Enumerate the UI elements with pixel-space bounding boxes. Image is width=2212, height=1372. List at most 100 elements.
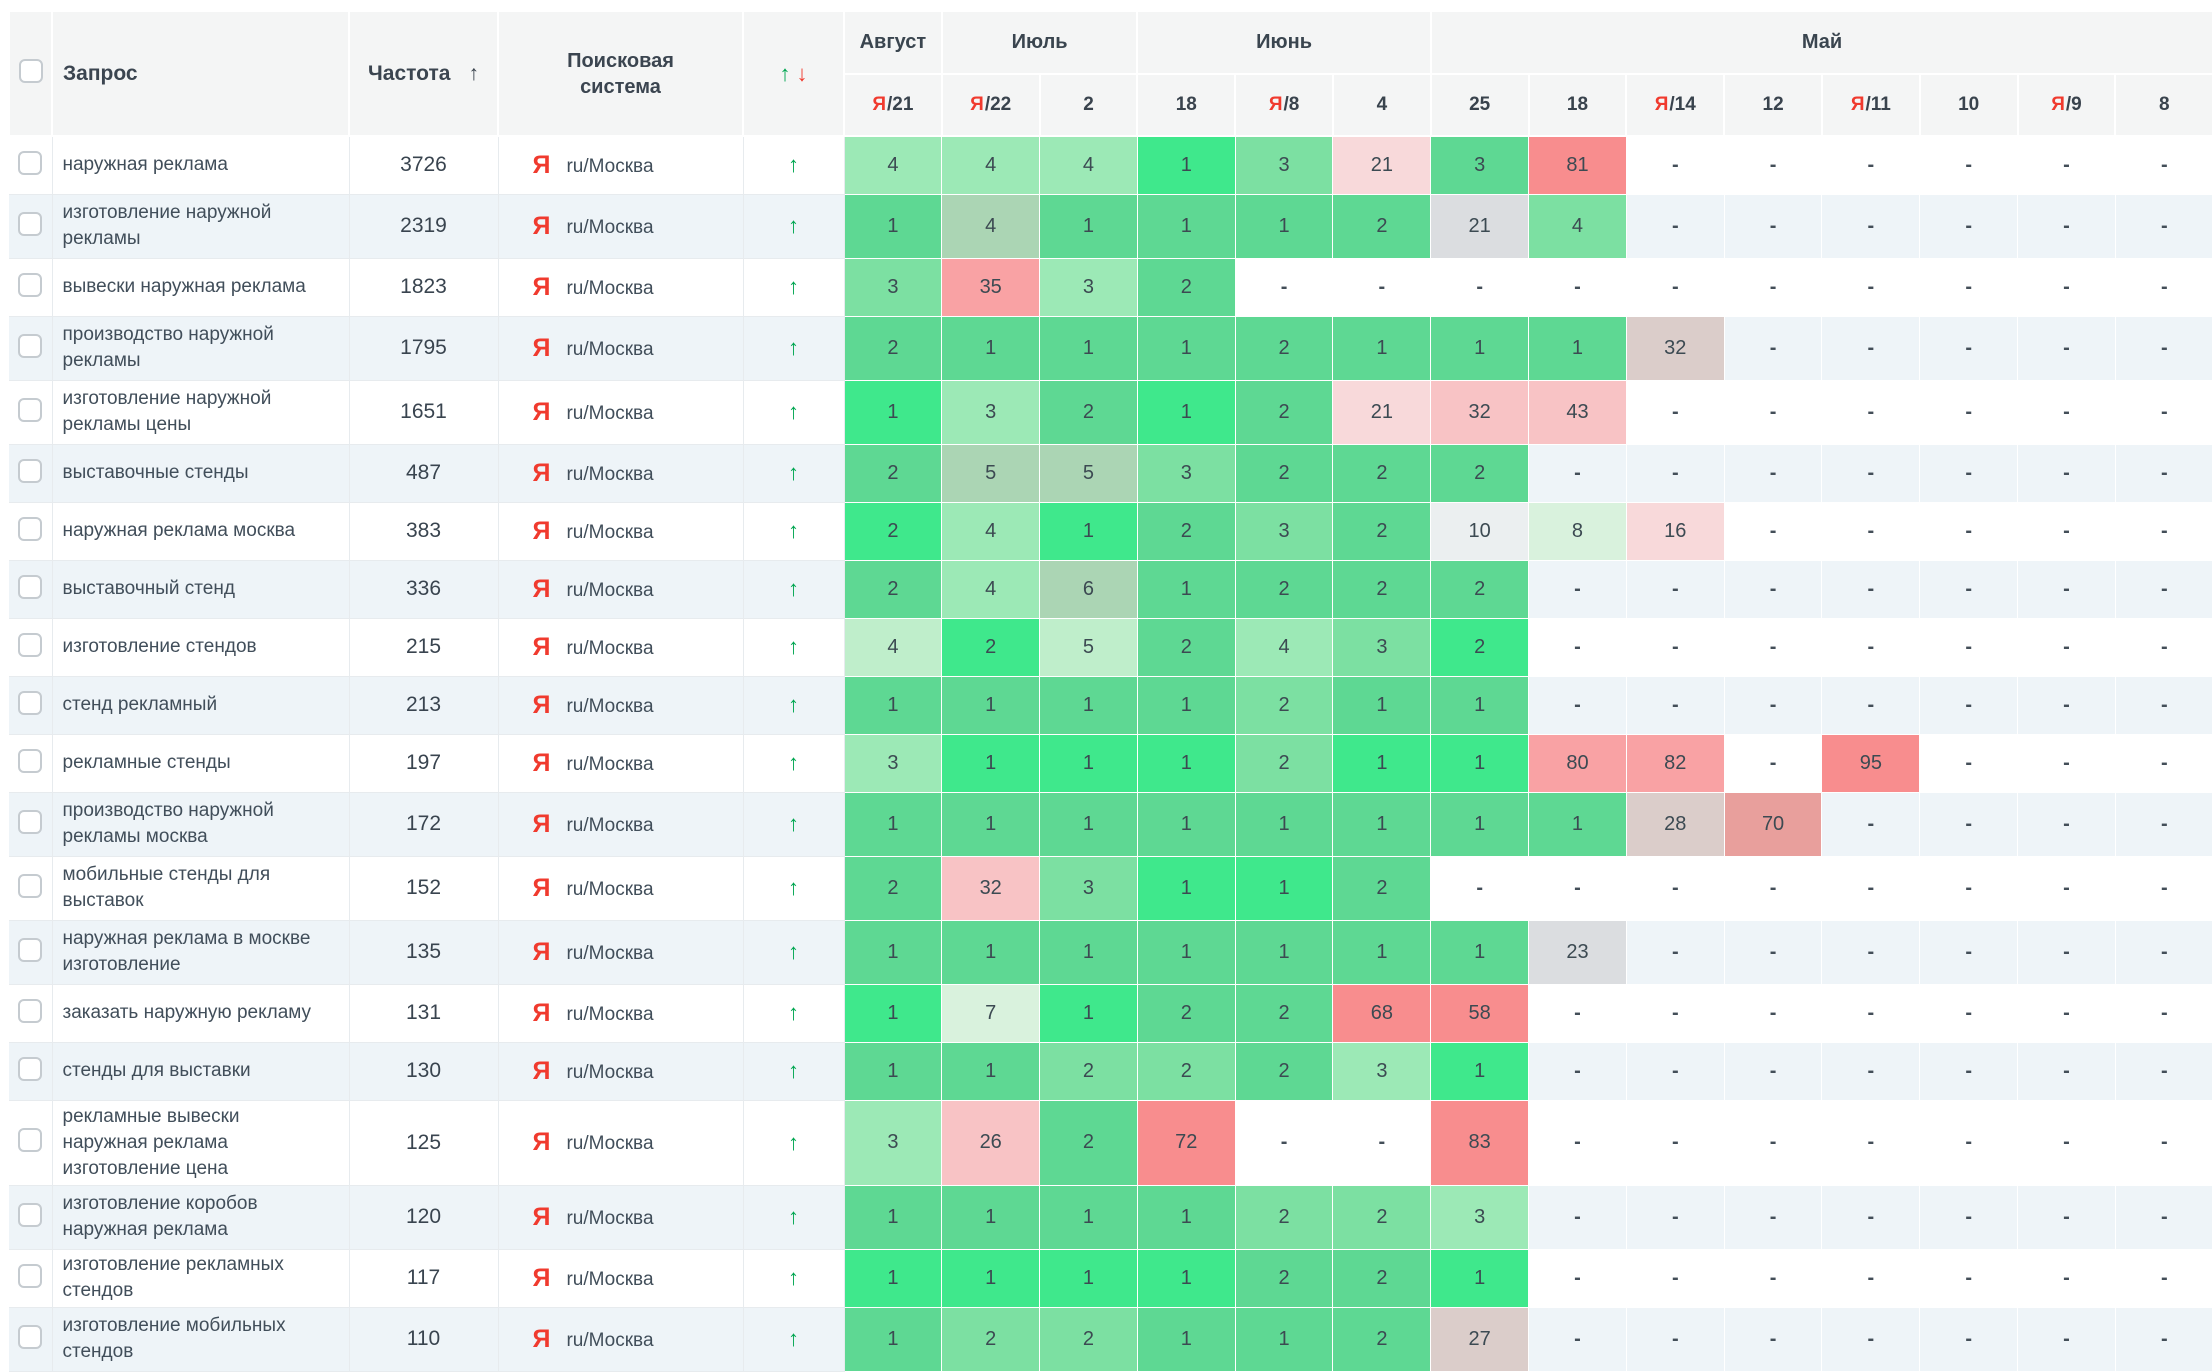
yandex-icon: Я <box>532 458 551 487</box>
row-checkbox[interactable] <box>18 397 43 422</box>
yandex-icon: Я <box>532 937 551 966</box>
query-cell: наружная реклама <box>52 136 350 195</box>
row-checkbox[interactable] <box>18 1128 43 1152</box>
date-column-header-7[interactable]: 25 <box>1429 73 1530 137</box>
date-column-header-4[interactable]: 18 <box>1136 73 1237 137</box>
date-column-header-10[interactable]: 12 <box>1723 73 1823 137</box>
positions-table: Запрос Частота ↑ Поисковая система ↑ ↓ Авгу… <box>8 10 2212 1372</box>
position-cell: - <box>2114 559 2212 619</box>
position-cell: 1 <box>1136 1306 1236 1372</box>
position-cell: 1 <box>1136 675 1236 735</box>
position-cell: 1 <box>941 1248 1041 1308</box>
trend-up-icon: ↑ <box>788 213 799 238</box>
query-column-label: Запрос <box>63 61 138 85</box>
date-column-header-13[interactable]: Я/9 <box>2016 73 2117 137</box>
row-checkbox[interactable] <box>18 1056 43 1081</box>
row-checkbox[interactable] <box>18 748 43 773</box>
position-cell: 2 <box>1332 1184 1432 1250</box>
row-checkbox[interactable] <box>18 873 43 898</box>
position-cell: - <box>1625 1184 1725 1250</box>
row-checkbox[interactable] <box>18 458 43 483</box>
row-checkbox[interactable] <box>18 809 43 834</box>
row-checkbox[interactable] <box>18 998 43 1023</box>
position-cell: 2 <box>1430 443 1530 503</box>
position-cell: - <box>1919 443 2019 503</box>
row-checkbox[interactable] <box>18 211 43 236</box>
month-group-header-Июнь: Июнь <box>1136 10 1432 75</box>
date-column-header-3[interactable]: 2 <box>1038 73 1139 137</box>
position-cell: - <box>1821 617 1921 677</box>
date-column-header-5[interactable]: Я/8 <box>1234 73 1334 137</box>
row-checkbox[interactable] <box>18 937 43 962</box>
query-cell: наружная реклама в москве изготовление <box>52 920 350 985</box>
row-checkbox-cell <box>9 792 53 857</box>
date-column-header-6[interactable]: 4 <box>1331 73 1432 137</box>
query-cell: мобильные стенды для выставок <box>52 856 350 921</box>
date-column-header-1[interactable]: Я/21 <box>843 73 943 137</box>
date-column-header-11[interactable]: Я/11 <box>1820 73 1921 137</box>
position-cell: 1 <box>941 315 1041 381</box>
date-column-header-8[interactable]: 18 <box>1527 73 1628 137</box>
position-cell: - <box>2017 733 2116 793</box>
position-cell: 1 <box>1136 559 1236 619</box>
search-engine-region-label: ru/Москва <box>566 216 654 238</box>
position-cell: 80 <box>1528 733 1627 793</box>
position-cell: - <box>1723 501 1823 561</box>
position-cell: - <box>2017 1099 2116 1186</box>
row-checkbox[interactable] <box>18 333 43 358</box>
query-column-header[interactable]: Запрос <box>51 10 350 137</box>
date-column-header-12[interactable]: 10 <box>1918 73 2019 137</box>
position-cell: 2 <box>1234 443 1334 503</box>
position-cell: 1 <box>843 379 943 445</box>
position-cell: 1 <box>1136 733 1236 793</box>
position-cell: 1 <box>1136 135 1236 195</box>
date-column-header-2[interactable]: Я/22 <box>940 73 1041 137</box>
position-cell: 1 <box>1430 919 1530 985</box>
search-engine-region-label: ru/Москва <box>566 579 654 601</box>
position-cell: 1 <box>843 983 943 1043</box>
row-checkbox[interactable] <box>18 272 43 297</box>
query-cell: стенды для выставки <box>52 1042 350 1101</box>
position-cell: 27 <box>1430 1306 1530 1372</box>
row-checkbox[interactable] <box>18 1202 43 1227</box>
position-cell: - <box>1821 1099 1921 1186</box>
row-checkbox[interactable] <box>18 1324 43 1349</box>
row-checkbox[interactable] <box>18 690 43 715</box>
trend-column-header[interactable]: ↑ ↓ <box>742 10 845 137</box>
position-cell: - <box>1723 257 1823 317</box>
position-cell: 1 <box>1528 791 1627 857</box>
position-cell: - <box>2017 379 2116 445</box>
position-cell: - <box>1919 559 2019 619</box>
select-all-checkbox[interactable] <box>18 59 43 83</box>
row-checkbox[interactable] <box>18 632 43 657</box>
position-cell: - <box>1919 135 2019 195</box>
row-checkbox[interactable] <box>18 574 43 599</box>
search-engine-region-label: ru/Москва <box>566 277 654 299</box>
frequency-cell: 120 <box>349 1185 499 1250</box>
position-cell: 1 <box>1136 919 1236 985</box>
position-cell: 1 <box>843 1041 943 1101</box>
search-engine-region-label: ru/Москва <box>566 814 654 836</box>
row-checkbox[interactable] <box>18 1263 43 1288</box>
position-cell: 3 <box>1430 135 1530 195</box>
search-engine-region-label: ru/Москва <box>566 463 654 485</box>
position-cell: - <box>2017 1184 2116 1250</box>
query-cell: изготовление коробов наружная реклама <box>52 1185 350 1250</box>
frequency-column-header[interactable]: Частота ↑ <box>348 10 499 137</box>
date-column-header-9[interactable]: Я/14 <box>1625 73 1726 137</box>
position-cell: 1 <box>1528 315 1627 381</box>
row-checkbox[interactable] <box>18 150 43 175</box>
date-column-header-14[interactable]: 8 <box>2114 73 2212 137</box>
row-checkbox[interactable] <box>18 516 43 541</box>
row-checkbox-cell <box>9 984 53 1043</box>
position-cell: - <box>1528 559 1627 619</box>
yandex-icon: Я <box>532 873 551 902</box>
position-cell: - <box>1723 193 1823 259</box>
search-engine-region-label: ru/Москва <box>566 878 654 900</box>
position-cell: 1 <box>843 919 943 985</box>
